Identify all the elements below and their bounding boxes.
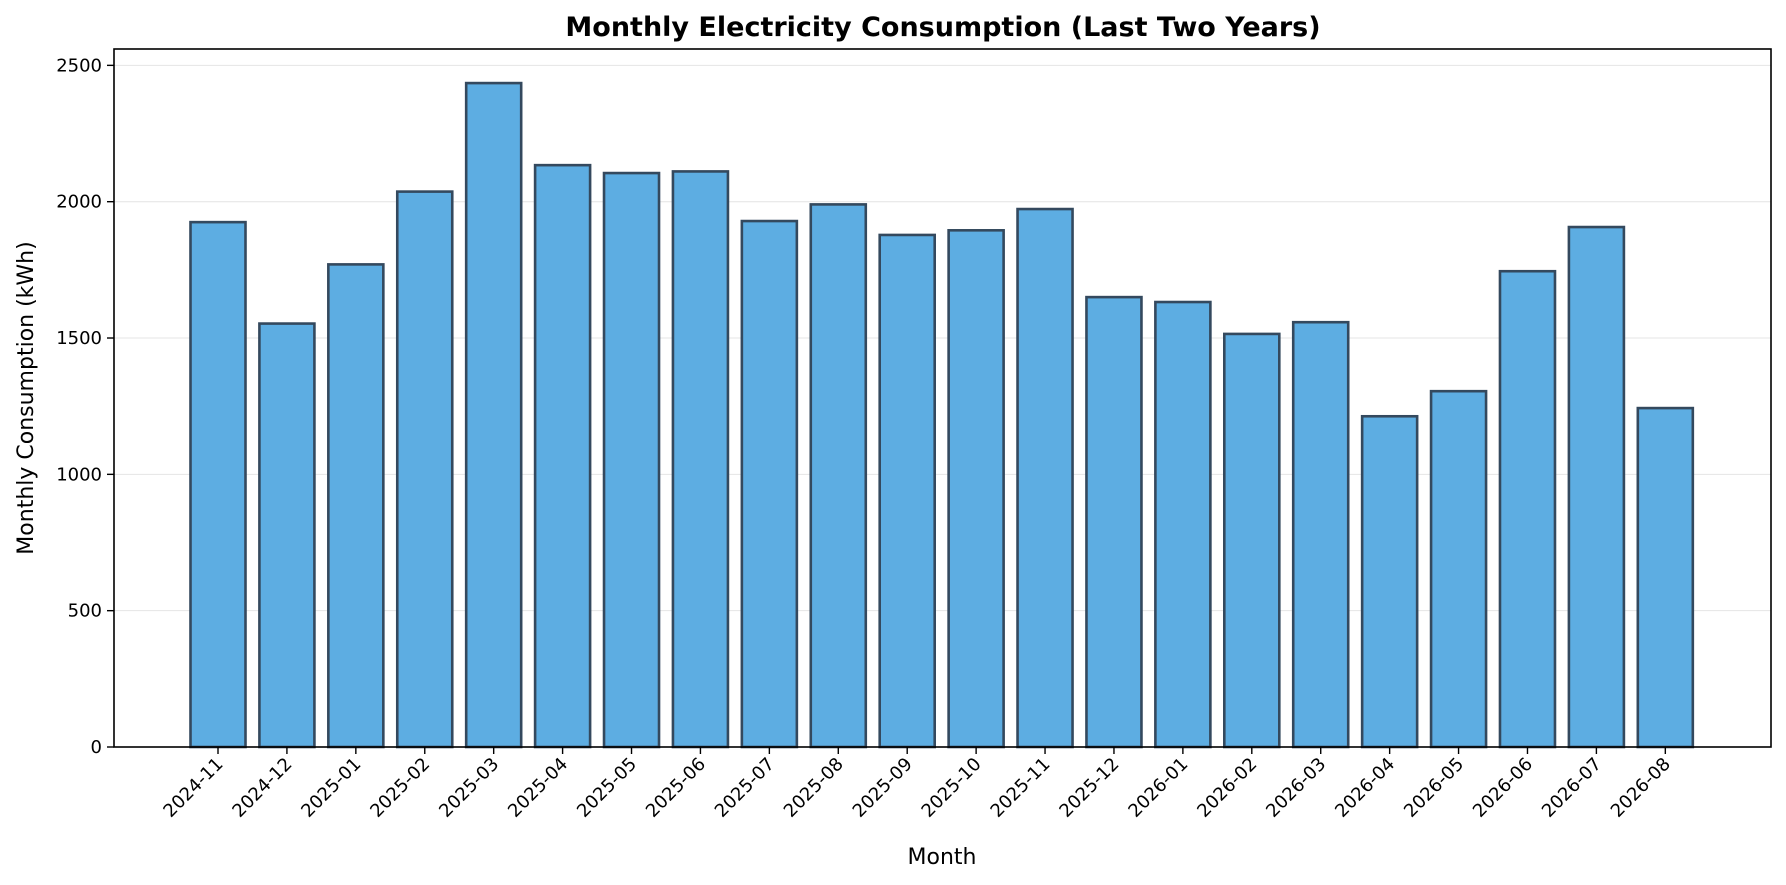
y-tick-label: 1500: [56, 328, 102, 349]
x-tick-label: 2025-12: [1055, 754, 1123, 822]
bar: [947, 229, 1005, 749]
plot-frame: [113, 48, 1772, 748]
x-tick-label: 2025-09: [849, 754, 917, 822]
bar: [671, 170, 730, 749]
y-tick-label: 500: [68, 601, 102, 622]
x-tick-label: 2025-06: [642, 754, 710, 822]
x-tick-label: 2025-05: [573, 754, 641, 822]
y-axis-label: Monthly Consumption (kWh): [14, 241, 39, 554]
bar: [1016, 207, 1074, 749]
x-tick-label: 2026-02: [1193, 754, 1261, 822]
x-tick-label: 2026-08: [1607, 754, 1675, 822]
y-tick-label: 1000: [56, 464, 102, 485]
x-tick-label: 2025-11: [987, 754, 1055, 822]
bar: [1429, 389, 1488, 749]
bar: [740, 219, 799, 749]
bar: [1291, 320, 1350, 749]
bar: [1498, 269, 1557, 749]
x-axis-ticks: 2024-11 2024-12 2025-01 2025-02 2025-03 2025-…: [159, 747, 1675, 822]
x-tick-label: 2025-02: [366, 754, 434, 822]
x-tick-label: 2026-06: [1469, 754, 1537, 822]
x-tick-label: 2024-12: [228, 754, 296, 822]
x-axis-label: Month: [908, 845, 977, 870]
x-tick-label: 2026-05: [1400, 754, 1468, 822]
bar: [1360, 414, 1419, 749]
bars: [189, 81, 1695, 749]
bar: [1223, 332, 1281, 749]
bar: [1085, 295, 1143, 749]
x-tick-label: 2025-07: [711, 754, 779, 822]
chart-title: Monthly Electricity Consumption (Last Tw…: [565, 12, 1320, 43]
y-tick-label: 2500: [56, 55, 102, 76]
y-tick-label: 0: [91, 737, 102, 758]
bar: [1567, 225, 1626, 749]
bar: [878, 233, 937, 749]
x-tick-label: 2025-10: [918, 754, 986, 822]
x-tick-label: 2025-01: [297, 754, 365, 822]
bar: [189, 220, 247, 749]
bar: [809, 203, 868, 749]
x-tick-label: 2024-11: [159, 754, 227, 822]
y-axis-ticks: 0 500 1000 1500 2000 2500: [56, 55, 114, 758]
x-tick-label: 2026-03: [1262, 754, 1330, 822]
bar: [1636, 406, 1695, 749]
bar: [327, 263, 385, 749]
bar: [464, 81, 523, 749]
bar: [258, 322, 316, 749]
x-tick-label: 2026-01: [1124, 754, 1192, 822]
bar: [602, 171, 661, 749]
y-tick-label: 2000: [56, 192, 102, 213]
x-tick-label: 2025-08: [780, 754, 848, 822]
x-tick-label: 2026-04: [1331, 754, 1399, 822]
x-tick-label: 2026-07: [1538, 754, 1606, 822]
bar: [533, 163, 592, 749]
bar: [395, 190, 454, 749]
bar: [1154, 300, 1212, 749]
x-tick-label: 2025-03: [435, 754, 503, 822]
x-tick-label: 2025-04: [504, 754, 572, 822]
